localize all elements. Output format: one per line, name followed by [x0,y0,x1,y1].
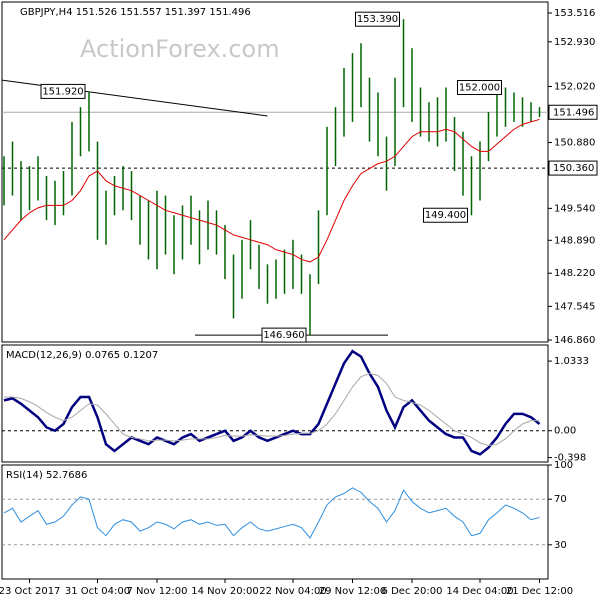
annotation-label: 146.960 [263,330,304,341]
y-tick-label: 147.545 [554,301,595,312]
y-tick-label: 153.516 [554,8,595,19]
y-tick-label: 30 [554,540,567,551]
x-tick-label: 14 Nov 20:00 [191,586,258,597]
watermark: ActionForex.com [80,35,280,63]
y-tick-label: 100 [554,460,573,471]
y-tick-label: -0.398 [554,453,586,464]
y-tick-label: 0.00 [554,426,576,437]
panel-frame [1,464,549,580]
y-tick-label: 150.880 [554,138,595,149]
annotation-box [261,327,307,343]
annotation-box [355,11,400,27]
y-tick-label: 148.890 [554,235,595,246]
panel-frame [1,344,549,463]
price-tag-box [548,160,598,176]
moving-average [3,118,540,263]
x-tick-label: 6 Dec 20:00 [382,586,443,597]
x-tick-label: 23 Oct 2017 [0,586,60,597]
price-tag-label: 150.360 [553,163,594,174]
x-tick-label: 22 Nov 04:00 [259,586,326,597]
y-tick-label: 1.0333 [554,356,589,367]
panel-title: MACD(12,26,9) 0.0765 0.1207 [6,350,158,361]
x-tick-label: 21 Dec 12:00 [506,586,573,597]
y-tick-label: 149.540 [554,203,595,214]
panel-title: RSI(14) 52.7686 [6,470,87,481]
panel-title: GBPJPY,H4 151.526 151.557 151.397 151.49… [20,7,251,18]
y-tick-label: 146.860 [554,335,595,346]
y-tick-label: 152.930 [554,37,595,48]
price-tag-box [548,104,598,120]
annotation-label: 153.390 [357,14,398,25]
annotation-label: 151.920 [42,86,83,97]
indicator-line [3,349,541,456]
annotation-box [40,83,86,99]
indicator-line [3,487,540,539]
price-tag-label: 151.496 [553,107,594,118]
y-tick-label: 70 [554,494,567,505]
x-tick-label: 29 Nov 12:00 [319,586,386,597]
annotation-label: 149.400 [425,210,466,221]
annotation-label: 152.000 [459,82,500,93]
y-tick-label: 152.020 [554,82,595,93]
annotation-box [423,207,468,223]
indicator-line [4,372,540,447]
x-tick-label: 7 Nov 12:00 [126,586,187,597]
annotation-box [457,79,502,95]
x-tick-label: 14 Dec 04:00 [446,586,513,597]
x-tick-label: 31 Oct 04:00 [65,586,130,597]
y-tick-label: 148.220 [554,268,595,279]
